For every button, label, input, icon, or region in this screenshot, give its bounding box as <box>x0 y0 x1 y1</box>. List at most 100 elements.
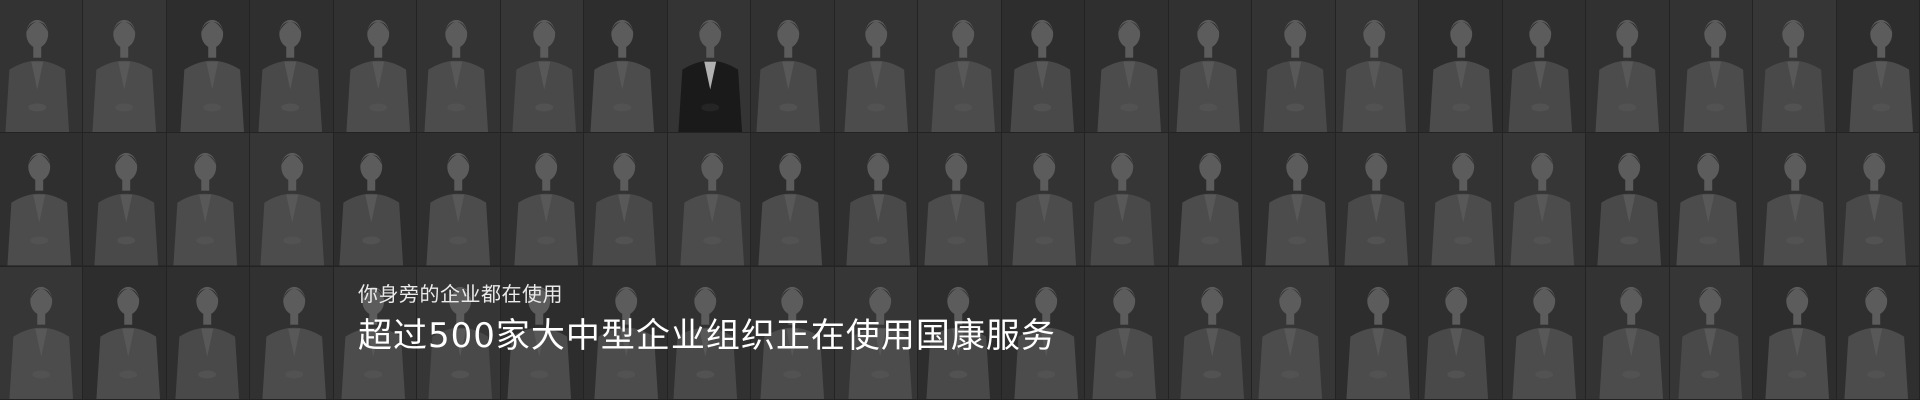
portrait-icon <box>667 266 751 399</box>
portrait-icon <box>1252 0 1335 133</box>
portrait-icon <box>1419 266 1502 399</box>
portrait-tile <box>584 0 668 134</box>
portrait-tile <box>417 133 501 267</box>
portrait-tile <box>918 266 1002 400</box>
portrait-tile <box>1335 0 1420 134</box>
portrait-tile <box>250 266 334 400</box>
portrait-tile <box>1085 133 1169 267</box>
portrait-tile <box>1168 266 1253 400</box>
portrait-tile <box>166 0 251 134</box>
portrait-icon <box>667 0 751 133</box>
portrait-icon <box>584 0 667 133</box>
portrait-icon <box>1168 266 1252 399</box>
portrait-tile <box>1502 0 1587 134</box>
portrait-icon <box>834 133 918 266</box>
portrait-tile <box>918 0 1002 134</box>
portrait-tile <box>1335 266 1420 400</box>
portrait-tile <box>1335 133 1420 267</box>
portrait-tile <box>1252 0 1336 134</box>
portrait-icon <box>1836 133 1919 266</box>
portrait-icon <box>333 0 417 133</box>
portrait-icon <box>500 133 584 266</box>
portrait-tile <box>751 0 835 134</box>
portrait-tile <box>1502 266 1587 400</box>
portrait-tile <box>166 133 251 267</box>
portrait-tile <box>667 133 752 267</box>
portrait-icon <box>1001 266 1085 399</box>
portrait-icon <box>1836 266 1919 399</box>
banner-caption: 你身旁的企业都在使用 超过500家大中型企业组织正在使用国康服务 <box>358 280 1056 358</box>
portrait-icon <box>250 266 333 399</box>
portrait-tile <box>751 266 835 400</box>
portrait-icon <box>0 266 83 399</box>
portrait-icon <box>1168 0 1252 133</box>
portrait-tile <box>751 133 835 267</box>
portrait-icon <box>1753 266 1836 399</box>
portrait-tile <box>1168 0 1253 134</box>
portrait-tile <box>83 0 167 134</box>
portrait-icon <box>1502 0 1586 133</box>
portrait-tile <box>1001 133 1086 267</box>
portrait-tile <box>1419 0 1503 134</box>
portrait-icon <box>1669 0 1753 133</box>
banner-headline: 超过500家大中型企业组织正在使用国康服务 <box>358 316 1056 356</box>
portrait-icon <box>1335 0 1419 133</box>
portrait-tile <box>1753 133 1837 267</box>
portrait-tile <box>834 266 919 400</box>
portrait-tile <box>1753 266 1837 400</box>
portrait-tile <box>333 133 418 267</box>
portrait-icon <box>1168 133 1252 266</box>
portrait-tile <box>1502 133 1587 267</box>
portrait-tile <box>1836 133 1920 267</box>
portrait-icon <box>584 133 667 266</box>
portrait-icon <box>751 133 834 266</box>
portrait-icon <box>500 0 584 133</box>
portrait-tile <box>1085 0 1169 134</box>
portrait-icon <box>417 0 500 133</box>
portrait-icon <box>1669 133 1753 266</box>
portrait-tile <box>1669 266 1754 400</box>
portrait-tile <box>667 266 752 400</box>
portrait-tile <box>417 0 501 134</box>
portrait-tile <box>1001 0 1086 134</box>
portrait-tile <box>834 0 919 134</box>
portrait-icon <box>918 0 1001 133</box>
portrait-icon <box>0 0 83 133</box>
portrait-tile <box>1586 266 1670 400</box>
portrait-tile <box>1252 133 1336 267</box>
portrait-icon <box>1085 266 1168 399</box>
portrait-icon <box>834 266 918 399</box>
portrait-icon <box>1085 0 1168 133</box>
portrait-tile <box>1836 0 1920 134</box>
portrait-tile <box>333 0 418 134</box>
portrait-icon <box>83 133 166 266</box>
portrait-icon <box>1419 0 1502 133</box>
portrait-tile <box>834 133 919 267</box>
portrait-icon <box>1753 0 1836 133</box>
portrait-tile <box>1836 266 1920 400</box>
portrait-icon <box>1335 133 1419 266</box>
portrait-tile <box>0 0 84 134</box>
portrait-icon <box>751 0 834 133</box>
portrait-icon <box>584 266 667 399</box>
portrait-icon <box>667 133 751 266</box>
portrait-icon <box>417 133 500 266</box>
portrait-icon <box>1586 133 1669 266</box>
portrait-icon <box>1669 266 1753 399</box>
portrait-tile <box>250 0 334 134</box>
portrait-icon <box>918 266 1001 399</box>
portrait-tile <box>333 266 418 400</box>
portrait-icon <box>834 0 918 133</box>
portrait-icon <box>333 266 417 399</box>
portrait-icon <box>1001 0 1085 133</box>
portrait-tile <box>1168 133 1253 267</box>
portrait-tile <box>1001 266 1086 400</box>
portrait-tile <box>1753 0 1837 134</box>
portrait-icon <box>83 266 166 399</box>
portrait-icon <box>83 0 166 133</box>
portrait-tile <box>500 133 585 267</box>
portrait-icon <box>1836 0 1919 133</box>
portrait-tile <box>166 266 251 400</box>
